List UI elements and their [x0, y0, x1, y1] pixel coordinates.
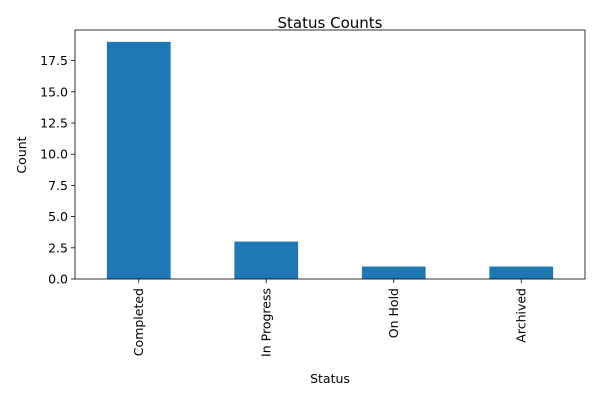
- y-tick-label: 2.5: [48, 240, 68, 255]
- y-tick-label: 12.5: [40, 115, 68, 130]
- y-tick-label: 15.0: [40, 84, 68, 99]
- y-tick-label: 0.0: [48, 272, 68, 287]
- x-tick-label: Archived: [513, 288, 528, 343]
- bar-completed: [106, 41, 171, 279]
- x-axis-ticks: Completed In Progress On Hold Archived: [131, 279, 528, 357]
- y-tick-label: 7.5: [48, 178, 68, 193]
- x-tick-label: On Hold: [386, 288, 401, 338]
- x-tick-label: Completed: [131, 288, 146, 356]
- plot-frame: [74, 29, 586, 280]
- bars-layer: [106, 41, 554, 279]
- bar-on-hold: [361, 266, 426, 279]
- y-axis-label: Count: [14, 136, 29, 173]
- bar-archived: [489, 266, 554, 279]
- x-tick-label: In Progress: [258, 288, 273, 357]
- y-tick-label: 10.0: [40, 147, 68, 162]
- y-tick-label: 5.0: [48, 209, 68, 224]
- x-axis-label: Status: [310, 371, 350, 386]
- y-axis-ticks: 0.0 2.5 5.0 7.5 10.0 12.5 15.0 17.5: [40, 53, 75, 287]
- y-tick-label: 17.5: [40, 53, 68, 68]
- chart-title: Status Counts: [278, 14, 383, 32]
- bar-in-progress: [234, 241, 299, 279]
